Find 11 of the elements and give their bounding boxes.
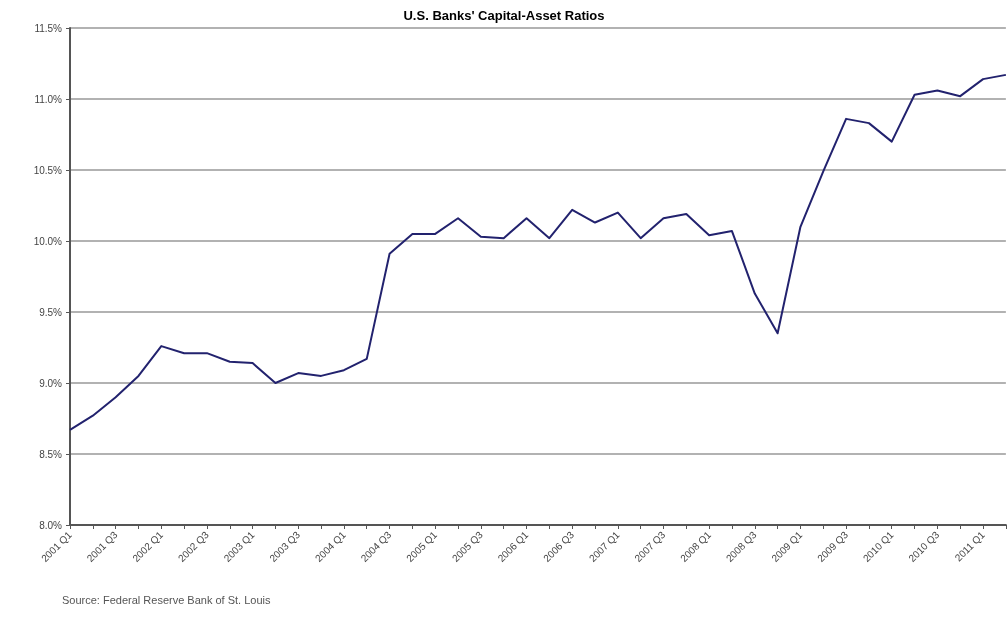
y-tick-label: 9.0% bbox=[39, 377, 63, 389]
line-series bbox=[69, 73, 1007, 431]
y-tick-label: 11.0% bbox=[34, 93, 63, 105]
source-note: Source: Federal Reserve Bank of St. Louis bbox=[62, 593, 271, 606]
y-tick-label: 8.5% bbox=[39, 448, 63, 460]
chart-title: U.S. Banks' Capital-Asset Ratios bbox=[403, 8, 605, 23]
y-tick-label: 9.5% bbox=[39, 306, 63, 318]
y-tick-label: 10.0% bbox=[33, 235, 63, 247]
y-tick-label: 11.5% bbox=[34, 22, 63, 34]
y-tick-label: 8.0% bbox=[39, 519, 63, 531]
y-tick-label: 10.5% bbox=[33, 164, 63, 176]
